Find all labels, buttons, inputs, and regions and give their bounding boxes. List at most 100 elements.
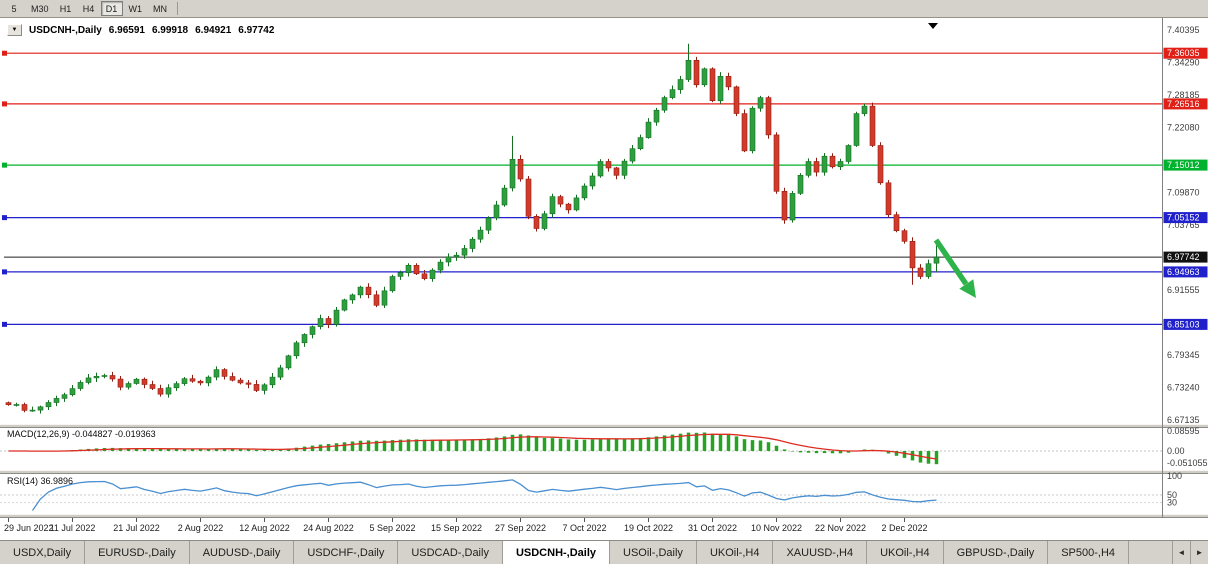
tab-eurusd-daily[interactable]: EURUSD-,Daily: [85, 541, 190, 564]
line-handle[interactable]: [2, 269, 7, 275]
time-axis-label: 2 Aug 2022: [178, 523, 224, 533]
timeframe-button-h1[interactable]: H1: [59, 4, 72, 14]
symbol-tabbar: USDX,Daily EURUSD-,Daily AUDUSD-,Daily USDC…: [0, 540, 1208, 564]
timeframe-button-h4[interactable]: H4: [82, 4, 95, 14]
tab-gbpusd-daily[interactable]: GBPUSD-,Daily: [944, 541, 1049, 564]
line-handle[interactable]: [2, 50, 7, 56]
price-axis-label: 7.09870: [1167, 188, 1200, 198]
tab-ukoil-h4[interactable]: UKOil-,H4: [867, 541, 944, 564]
price-tag-label: 7.26516: [1167, 99, 1200, 109]
macd-scale-label: -0.051055: [1167, 458, 1208, 468]
price-tag: [1163, 159, 1208, 171]
tab-usdx-daily[interactable]: USDX,Daily: [0, 541, 86, 564]
timeframe-button-w1[interactable]: W1: [128, 4, 143, 14]
timeframe-toolbar: 5 M30 H1 H4 D1 W1 MN: [0, 0, 1208, 18]
candlesticks: [5, 43, 940, 414]
tab-usdcad-daily[interactable]: USDCAD-,Daily: [398, 541, 503, 564]
timeframe-button-m30[interactable]: M30: [31, 4, 49, 14]
time-axis-label: 11 Jul 2022: [50, 523, 96, 533]
time-axis-label: 10 Nov 2022: [751, 523, 802, 533]
price-axis-label: 7.03765: [1167, 220, 1200, 230]
rsi-scale-label: 30: [1167, 498, 1177, 508]
price-tag: [1163, 212, 1208, 224]
tab-audusd-daily[interactable]: AUDUSD-,Daily: [190, 541, 295, 564]
ohlc-close: 6.97742: [238, 24, 275, 36]
rsi-line: [31, 479, 937, 511]
line-handle[interactable]: [2, 215, 7, 221]
macd-scale-label: 0.00: [1167, 446, 1185, 456]
price-tag: [1163, 318, 1208, 330]
time-axis-label: 22 Nov 2022: [815, 523, 866, 533]
price-tag-label: 6.85103: [1167, 319, 1200, 329]
price-tag-label: 6.94963: [1167, 267, 1200, 277]
time-axis-label: 15 Sep 2022: [431, 523, 482, 533]
price-tag-label: 6.97742: [1167, 252, 1200, 262]
time-axis-label: 31 Oct 2022: [688, 523, 737, 533]
rsi-panel: [0, 479, 1163, 511]
macd-signal-line: [8, 433, 937, 460]
chart-symbol-label: USDCNH-,Daily: [29, 24, 102, 36]
panel-separator[interactable]: [0, 470, 1208, 474]
price-tag: [1163, 47, 1208, 59]
time-axis-label: 2 Dec 2022: [881, 523, 927, 533]
price-axis-label: 7.28185: [1167, 90, 1200, 100]
time-axis-label: 19 Oct 2022: [624, 523, 673, 533]
tab-ukoil-h4[interactable]: UKOil-,H4: [697, 541, 774, 564]
chart-shift-marker[interactable]: [928, 23, 938, 29]
price-tag-label: 7.15012: [1167, 160, 1200, 170]
macd-panel: [0, 432, 1163, 465]
price-tag: [1163, 98, 1208, 110]
tab-usdcnh-daily[interactable]: USDCNH-,Daily: [502, 541, 611, 564]
tab-usoil-daily[interactable]: USOil-,Daily: [610, 541, 697, 564]
time-axis-label: 12 Aug 2022: [239, 523, 290, 533]
symbol-tabs: USDX,Daily EURUSD-,Daily AUDUSD-,Daily USDC…: [0, 541, 1130, 564]
chart-area: 7.40395 7.34290 7.28185 7.22080 7.09870 7.037…: [0, 18, 1208, 540]
time-axis-label: 27 Sep 2022: [495, 523, 546, 533]
price-axis[interactable]: 7.40395 7.34290 7.28185 7.22080 7.09870 7.037…: [1163, 25, 1208, 508]
price-tag: [1163, 266, 1208, 278]
price-axis-label: 6.79345: [1167, 350, 1200, 360]
timeframe-button-5[interactable]: 5: [11, 4, 17, 14]
tab-usdchf-daily[interactable]: USDCHF-,Daily: [294, 541, 399, 564]
tabs-scroll-right-button[interactable]: ►: [1190, 541, 1208, 564]
rsi-scale-label: 100: [1167, 471, 1182, 481]
tabs-scroll-left-button[interactable]: ◄: [1172, 541, 1190, 564]
macd-indicator-label: MACD(12,26,9) -0.044827 -0.019363: [7, 429, 156, 439]
toolbar-separator: [177, 2, 179, 15]
tab-scroll-buttons: ◄ ►: [1172, 541, 1208, 564]
price-axis-label: 6.91555: [1167, 285, 1200, 295]
ohlc-open: 6.96591: [108, 24, 145, 36]
line-handle[interactable]: [2, 162, 7, 168]
price-tag: [1163, 251, 1208, 263]
panel-separator[interactable]: [0, 514, 1208, 518]
ohlc-low: 6.94921: [195, 24, 232, 36]
macd-scale-label: 0.08595: [1167, 426, 1200, 436]
rsi-indicator-label: RSI(14) 36.9896: [7, 476, 74, 486]
price-axis-label: 6.67135: [1167, 415, 1200, 425]
ohlc-high: 6.99918: [151, 24, 189, 36]
rsi-scale-label: 50: [1167, 490, 1177, 500]
chart-dropdown-button[interactable]: ▼: [7, 24, 22, 36]
time-axis-label: 29 Jun 2022: [4, 523, 54, 533]
line-handle[interactable]: [2, 321, 7, 327]
price-axis-label: 7.22080: [1167, 123, 1200, 133]
line-handle[interactable]: [2, 101, 7, 107]
price-axis-label: 6.73240: [1167, 383, 1200, 393]
timeframe-buttons: 5 M30 H1 H4 D1 W1 MN: [3, 1, 172, 16]
panel-separator[interactable]: [0, 424, 1208, 428]
chart-ohlc-header: ▼ USDCNH-,Daily 6.96591 6.99918 6.94921 …: [7, 24, 274, 36]
price-axis-label: 7.34290: [1167, 58, 1200, 68]
timeframe-button-mn[interactable]: MN: [153, 4, 168, 14]
time-axis-label: 21 Jul 2022: [113, 523, 160, 533]
tab-sp500-h4[interactable]: SP500-,H4: [1048, 541, 1130, 564]
trend-arrow-annotation[interactable]: [933, 238, 976, 298]
price-tag-label: 7.05152: [1167, 213, 1200, 223]
horizontal-levels: [2, 50, 1163, 327]
time-axis-label: 7 Oct 2022: [562, 523, 606, 533]
timeframe-button-d1[interactable]: D1: [100, 1, 123, 16]
price-tag-label: 7.36035: [1167, 48, 1200, 58]
tab-xauusd-h4[interactable]: XAUUSD-,H4: [773, 541, 868, 564]
price-chart[interactable]: 7.40395 7.34290 7.28185 7.22080 7.09870 7.037…: [0, 18, 1208, 540]
time-axis-label: 5 Sep 2022: [369, 523, 415, 533]
